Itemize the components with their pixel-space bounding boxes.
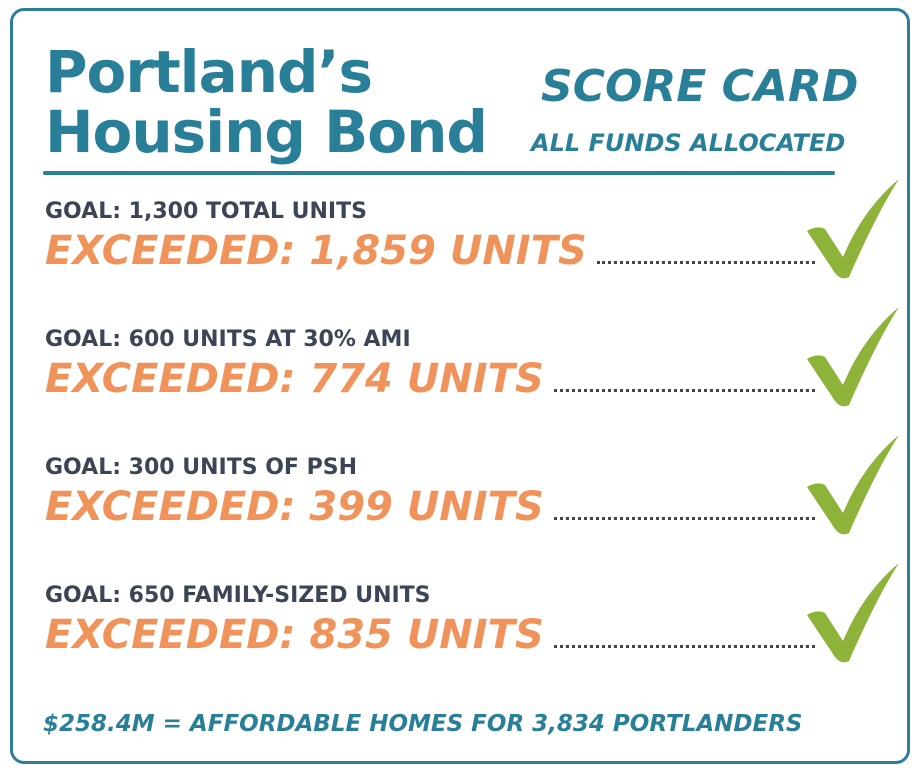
- title-line: Housing Bond: [45, 98, 488, 166]
- dot-leader: [596, 261, 815, 264]
- dot-leader: [553, 389, 815, 392]
- checkmark: [807, 307, 899, 407]
- badge: SCORE CARD: [541, 61, 859, 112]
- result-text: EXCEEDED: 399 UNITS: [45, 484, 544, 530]
- result-row: EXCEEDED: 835 UNITS: [45, 612, 815, 658]
- result-row: EXCEEDED: 399 UNITS: [45, 484, 815, 530]
- checkmark-shape: [807, 563, 899, 663]
- result-text: EXCEEDED: 1,859 UNITS: [45, 228, 587, 274]
- goal-text: GOAL: 300 UNITS OF PSH: [45, 455, 357, 480]
- result-row: EXCEEDED: 774 UNITS: [45, 356, 815, 402]
- goal-text: GOAL: 650 FAMILY-SIZED UNITS: [45, 583, 431, 608]
- goal-item: GOAL: 300 UNITS OF PSH EXCEEDED: 399 UNIT…: [45, 455, 815, 530]
- checkmark-shape: [807, 435, 899, 535]
- checkmark-shape: [807, 307, 899, 407]
- dot-leader: [553, 517, 815, 520]
- checkmark: [807, 435, 899, 535]
- result-row: EXCEEDED: 1,859 UNITS: [45, 228, 815, 274]
- goal-text: GOAL: 1,300 TOTAL UNITS: [45, 199, 367, 224]
- goal-item: GOAL: 650 FAMILY-SIZED UNITS EXCEEDED: 83…: [45, 583, 815, 658]
- result-text: EXCEEDED: 774 UNITS: [45, 356, 544, 402]
- badge-subtitle: ALL FUNDS ALLOCATED: [531, 129, 846, 157]
- goal-item: GOAL: 1,300 TOTAL UNITS EXCEEDED: 1,859 U…: [45, 199, 815, 274]
- goal-text: GOAL: 600 UNITS AT 30% AMI: [45, 327, 411, 352]
- dot-leader: [553, 645, 815, 648]
- result-text: EXCEEDED: 835 UNITS: [45, 612, 544, 658]
- title-line: Portland’s: [45, 38, 373, 106]
- goal-item: GOAL: 600 UNITS AT 30% AMI EXCEEDED: 774 …: [45, 327, 815, 402]
- checkmark-shape: [807, 179, 899, 279]
- checkmark: [807, 563, 899, 663]
- checkmark: [807, 179, 899, 279]
- divider: [43, 171, 835, 175]
- score-card: Portland’s Housing Bond SCORE CARD ALL F…: [10, 8, 910, 764]
- footer: $258.4M = AFFORDABLE HOMES FOR 3,834 POR…: [43, 711, 803, 737]
